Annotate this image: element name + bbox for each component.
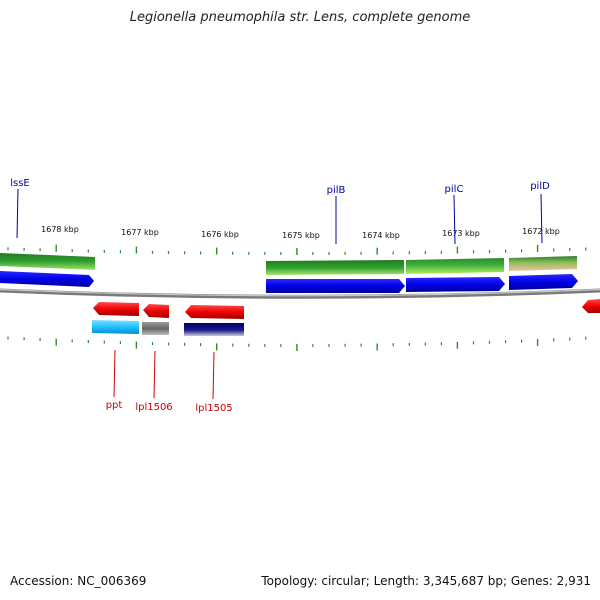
accession-label: Accession: NC_006369 [10,574,147,588]
gene-label-pilC: pilC [445,184,464,195]
leader-line-pilC [453,194,456,245]
tick-label: 1677 kbp [121,228,159,237]
cds-reverse-edge [582,299,600,313]
gene-label-lpl1506: lpl1506 [135,402,172,413]
cds-forward-lssE [0,271,94,287]
feature-band-lpl1506 [142,322,169,335]
tick-label: 1674 kbp [362,231,400,240]
genome-backbone-highlight [0,288,600,297]
cds-forward-pilB [266,279,405,293]
leader-line-lpl1506 [153,350,156,399]
gene-label-lpl1505: lpl1505 [195,403,232,414]
genome-backbone [0,288,600,299]
feature-band-ppt [92,320,139,334]
cds-reverse-lpl1505 [185,305,244,319]
tick-label: 1673 kbp [442,229,480,238]
scale-ticks-forward [7,244,587,255]
cds-reverse-ppt [93,302,139,316]
cds-forward-pilC [406,277,505,292]
tick-label: 1672 kbp [522,227,560,236]
tick-label: 1676 kbp [201,230,239,239]
map-title: Legionella pneumophila str. Lens, comple… [129,10,471,25]
leader-line-ppt [113,349,116,398]
leader-line-pilD [540,193,543,244]
gene-label-lssE: lssE [10,178,30,189]
scale-ticks-reverse [7,336,587,351]
cds-forward-pilD [509,274,578,290]
feature-band-lssE [0,253,95,270]
gene-label-pilD: pilD [530,181,550,192]
feature-band-lpl1505 [184,323,244,336]
tick-label: 1675 kbp [282,231,320,240]
leader-line-lssE [16,188,19,239]
cds-reverse-lpl1506 [143,304,169,318]
feature-band-pilD [509,256,577,271]
gene-label-pilB: pilB [327,185,346,196]
feature-band-pilB [266,260,404,275]
genome-summary: Topology: circular; Length: 3,345,687 bp… [261,574,591,588]
gene-label-ppt: ppt [106,400,123,411]
tick-label: 1678 kbp [41,225,79,234]
leader-line-lpl1505 [212,351,215,400]
feature-band-pilC [406,258,504,274]
